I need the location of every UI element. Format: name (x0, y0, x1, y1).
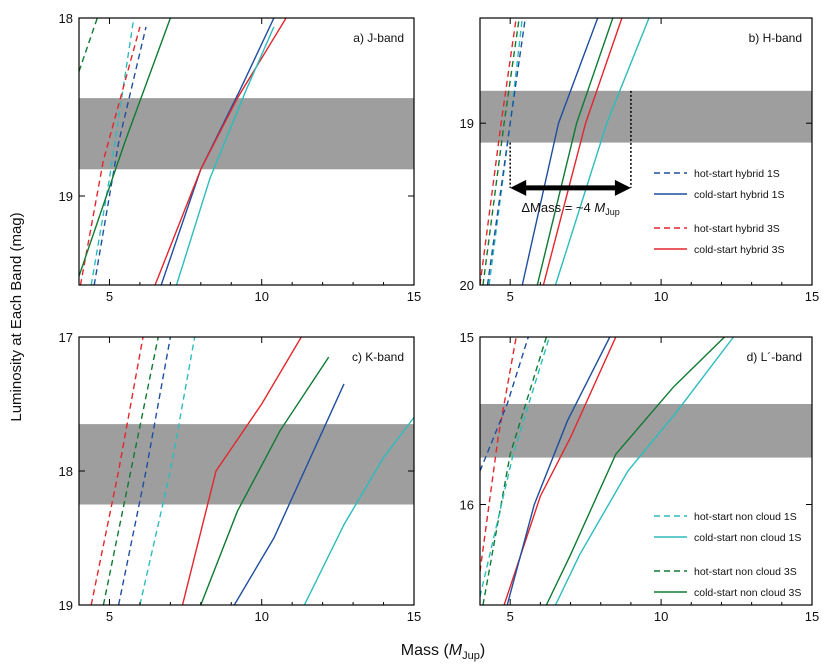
y-tick-label-c-2: 19 (59, 598, 73, 613)
series-d-2 (482, 337, 548, 605)
panel-title-a: a) J-band (353, 31, 404, 45)
x-axis-label-main: Mass ( (401, 642, 450, 659)
x-axis-label-close: ) (480, 642, 485, 659)
x-axis-label: Mass (MJup) (401, 642, 485, 662)
legend-hybrid-label-2: hot-start hybrid 3S (694, 223, 780, 235)
panel-b: 5 10 15 19 20 b) H-band (460, 17, 819, 304)
series-b-4 (521, 18, 599, 285)
series-c-0 (90, 337, 144, 605)
series-b-7 (554, 18, 650, 285)
series-group-b (480, 18, 650, 285)
series-a-5 (160, 18, 275, 285)
series-d-4 (503, 337, 617, 605)
series-c-5 (200, 356, 330, 605)
legend-noncloud-label-3: cold-start non cloud 3S (694, 587, 801, 599)
annotation-arrow-head-left (510, 179, 527, 196)
x-tick-label-c-2: 15 (407, 609, 421, 624)
x-tick-label-d-2: 15 (805, 609, 819, 624)
y-tick-label-a-0: 18 (59, 11, 73, 26)
panel-title-c: c) K-band (352, 350, 404, 364)
series-c-3 (139, 337, 196, 605)
plot-frame-b (479, 17, 813, 286)
series-group-c (90, 337, 414, 605)
y-tick-label-d-1: 16 (460, 498, 474, 513)
series-a-3 (79, 26, 141, 285)
x-tick-label-a-2: 15 (407, 289, 421, 304)
series-d-6 (545, 337, 725, 605)
series-b-6 (542, 18, 623, 285)
x-tick-label-b-0: 5 (507, 289, 514, 304)
observed-band-c (79, 424, 414, 505)
series-b-3 (480, 18, 517, 285)
series-b-5 (536, 18, 614, 285)
legend-noncloud-label-1: cold-start non cloud 1S (694, 532, 801, 544)
x-tick-label-b-2: 15 (805, 289, 819, 304)
series-c-2 (117, 337, 172, 605)
series-d-0 (480, 337, 517, 572)
series-a-7 (175, 26, 275, 285)
series-a-6 (154, 18, 287, 285)
x-tick-label-a-0: 5 (106, 289, 113, 304)
x-axis-label-sub: Jup (462, 650, 480, 662)
series-c-4 (181, 337, 302, 605)
series-d-7 (554, 337, 735, 605)
legend-hybrid-label-0: hot-start hybrid 1S (694, 168, 780, 180)
x-tick-label-b-1: 10 (654, 289, 668, 304)
y-axis-label: Luminosity at Each Band (mag) (8, 212, 25, 421)
observed-band-a (79, 98, 414, 170)
series-group-a (79, 18, 287, 285)
x-tick-label-c-1: 10 (254, 609, 268, 624)
y-tick-label-b-0: 19 (460, 116, 474, 131)
legend-noncloud: hot-start non cloud 1S cold-start non clo… (654, 511, 801, 599)
observed-band-b (480, 90, 812, 143)
y-tick-label-a-1: 19 (59, 189, 73, 204)
x-axis-label-symbol: M (449, 642, 463, 659)
series-a-2 (93, 26, 147, 285)
series-c-6 (233, 383, 345, 605)
plot-frame-d (479, 336, 813, 606)
series-group-d (480, 337, 735, 605)
x-tick-label-a-1: 10 (254, 289, 268, 304)
legend-noncloud-label-0: hot-start non cloud 1S (694, 511, 797, 523)
series-d-5 (506, 337, 611, 605)
legend-noncloud-label-2: hot-start non cloud 3S (694, 566, 797, 578)
plot-frame-a (78, 17, 415, 286)
mass-difference-annotation: ΔMass = ~4 MJup (509, 90, 632, 217)
series-b-1 (482, 18, 520, 285)
series-a-4 (79, 18, 172, 277)
annotation-label: ΔMass = ~4 MJup (521, 200, 619, 217)
y-tick-label-c-0: 17 (59, 330, 73, 345)
panel-a: 5 10 15 18 19 a) J-band (59, 11, 422, 304)
annotation-label-symbol: M (594, 200, 605, 215)
annotation-label-sub: Jup (605, 207, 620, 217)
series-c-1 (102, 337, 159, 605)
x-tick-label-d-1: 10 (654, 609, 668, 624)
series-a-0 (79, 18, 98, 72)
panel-c: 5 10 15 17 18 19 c) K-band (59, 330, 422, 624)
series-d-3 (480, 337, 551, 597)
series-c-7 (303, 416, 414, 605)
panel-title-b: b) H-band (749, 31, 802, 45)
x-tick-label-c-0: 5 (106, 609, 113, 624)
annotation-label-main: ΔMass = ~4 (521, 200, 594, 215)
panel-title-d: d) L´-band (747, 350, 802, 364)
legend-hybrid-label-1: cold-start hybrid 1S (694, 189, 784, 201)
x-tick-label-d-0: 5 (507, 609, 514, 624)
legend-hybrid: hot-start hybrid 1S cold-start hybrid 1S h… (654, 168, 784, 256)
series-b-2 (486, 18, 526, 285)
series-d-1 (480, 337, 529, 472)
y-tick-label-c-1: 18 (59, 464, 73, 479)
y-tick-label-b-1: 20 (460, 278, 474, 293)
y-tick-label-d-0: 15 (460, 330, 474, 345)
panel-d: 5 10 15 15 16 d) L´-band (460, 330, 820, 624)
annotation-arrow-head-right (614, 179, 631, 196)
legend-hybrid-label-3: cold-start hybrid 3S (694, 244, 784, 256)
